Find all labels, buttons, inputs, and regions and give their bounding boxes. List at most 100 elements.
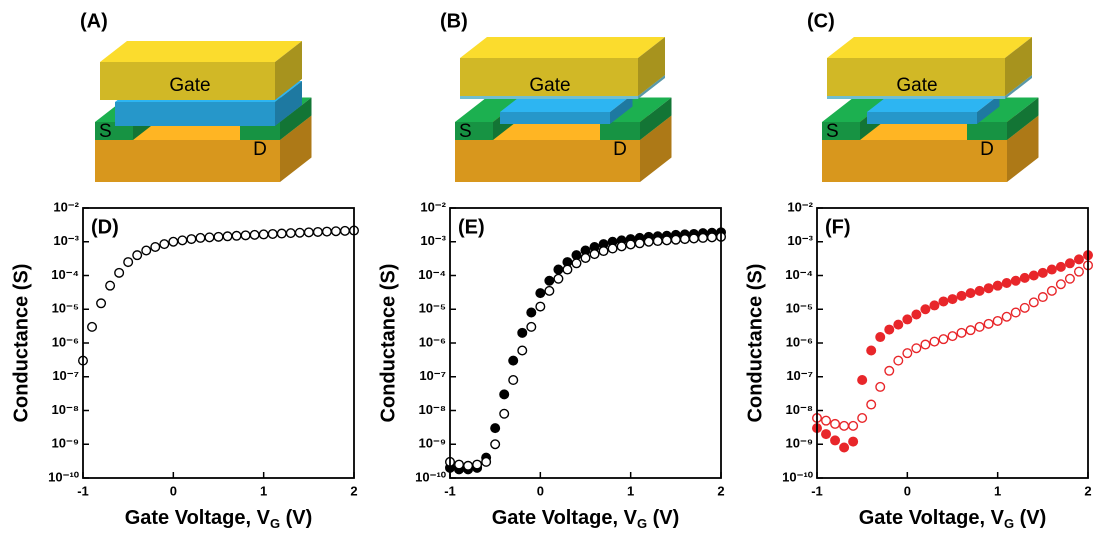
data-point: [1011, 308, 1020, 317]
x-tick-label: 1: [260, 483, 267, 498]
data-point: [133, 251, 142, 260]
data-point: [644, 237, 653, 246]
box-front: [500, 112, 610, 124]
box-top: [100, 41, 302, 62]
box-front: [867, 112, 977, 124]
data-point: [518, 346, 527, 355]
data-point: [232, 232, 241, 241]
data-point: [876, 383, 885, 392]
data-point: [536, 289, 545, 298]
y-tick-label: 10⁻¹⁰: [48, 469, 80, 484]
data-point: [617, 242, 626, 251]
y-tick-label: 10⁻⁷: [419, 368, 446, 383]
y-tick-label: 10⁻⁸: [52, 402, 79, 417]
x-tick-label: 2: [717, 483, 724, 498]
x-tick-label: 0: [170, 483, 177, 498]
data-point: [948, 295, 957, 304]
data-point: [894, 320, 903, 329]
data-point: [690, 234, 699, 243]
data-point: [599, 247, 608, 256]
x-tick-label: -1: [811, 483, 823, 498]
data-point: [1002, 279, 1011, 288]
y-axis-title: Conductance (S): [744, 264, 766, 423]
data-point: [518, 329, 527, 338]
x-axis-title-part: G: [637, 516, 647, 531]
data-point: [653, 237, 662, 246]
data-point: [966, 326, 975, 335]
data-point: [223, 232, 232, 241]
data-point: [1048, 287, 1057, 296]
data-point: [858, 414, 867, 423]
x-tick-label: -1: [444, 483, 456, 498]
x-tick-label: 0: [904, 483, 911, 498]
data-point: [885, 325, 894, 334]
data-point: [314, 228, 323, 237]
data-point: [187, 235, 196, 244]
box-front: [460, 96, 638, 99]
data-point: [681, 235, 690, 244]
y-tick-label: 10⁻¹⁰: [415, 469, 447, 484]
data-point: [672, 235, 681, 244]
x-axis-title-part: Gate Voltage, V: [125, 507, 271, 529]
x-tick-label: 2: [350, 483, 357, 498]
panel-label: (B): [440, 10, 468, 32]
x-axis-title-part: G: [1004, 516, 1014, 531]
box-top: [827, 37, 1032, 58]
x-tick-label: 1: [627, 483, 634, 498]
gate-label: Gate: [896, 75, 937, 96]
data-point: [205, 233, 214, 242]
gate-label: Gate: [169, 75, 210, 96]
data-point: [259, 230, 268, 239]
data-point: [885, 367, 894, 376]
data-point: [196, 234, 205, 243]
data-point: [1020, 304, 1029, 313]
data-point: [214, 233, 223, 242]
x-axis-title: Gate Voltage, VG (V): [859, 507, 1047, 531]
data-point: [554, 274, 563, 283]
data-point: [1066, 274, 1075, 283]
data-point: [1075, 267, 1084, 276]
data-point: [527, 323, 536, 332]
panel-label: (D): [91, 216, 119, 238]
drain-label: D: [980, 139, 994, 160]
y-tick-label: 10⁻⁴: [51, 267, 79, 282]
drain-label: D: [613, 139, 627, 160]
data-point: [286, 229, 295, 238]
data-point: [151, 243, 160, 252]
data-point: [626, 240, 635, 249]
data-point: [1002, 312, 1011, 321]
y-tick-label: 10⁻⁵: [786, 301, 813, 316]
data-point: [1057, 263, 1066, 272]
data-point: [840, 422, 849, 431]
data-point: [554, 265, 563, 274]
data-point: [250, 231, 259, 240]
data-point: [581, 254, 590, 263]
panel-label: (C): [807, 10, 835, 32]
source-label: S: [826, 121, 839, 142]
data-point: [1039, 269, 1048, 278]
data-point: [912, 310, 921, 319]
data-point: [305, 228, 314, 237]
data-point: [975, 323, 984, 332]
data-point: [948, 332, 957, 341]
data-point: [849, 422, 858, 431]
data-point: [939, 297, 948, 306]
data-point: [590, 250, 599, 259]
data-point: [241, 231, 250, 240]
data-point: [1030, 298, 1039, 307]
data-point: [1048, 265, 1057, 274]
data-point: [635, 239, 644, 248]
y-tick-label: 10⁻⁴: [785, 267, 813, 282]
data-point: [912, 344, 921, 353]
y-tick-label: 10⁻⁸: [786, 402, 813, 417]
data-point: [1066, 259, 1075, 268]
data-point: [849, 437, 858, 446]
data-point: [473, 460, 482, 469]
y-tick-label: 10⁻⁶: [786, 334, 813, 349]
data-point: [545, 276, 554, 285]
data-point: [930, 301, 939, 310]
data-point: [464, 461, 473, 470]
x-axis-title-part: Gate Voltage, V: [859, 507, 1005, 529]
figure: (A)GateSD(B)GateSD(C)GateSD10⁻¹⁰10⁻⁹10⁻⁸…: [0, 0, 1094, 533]
